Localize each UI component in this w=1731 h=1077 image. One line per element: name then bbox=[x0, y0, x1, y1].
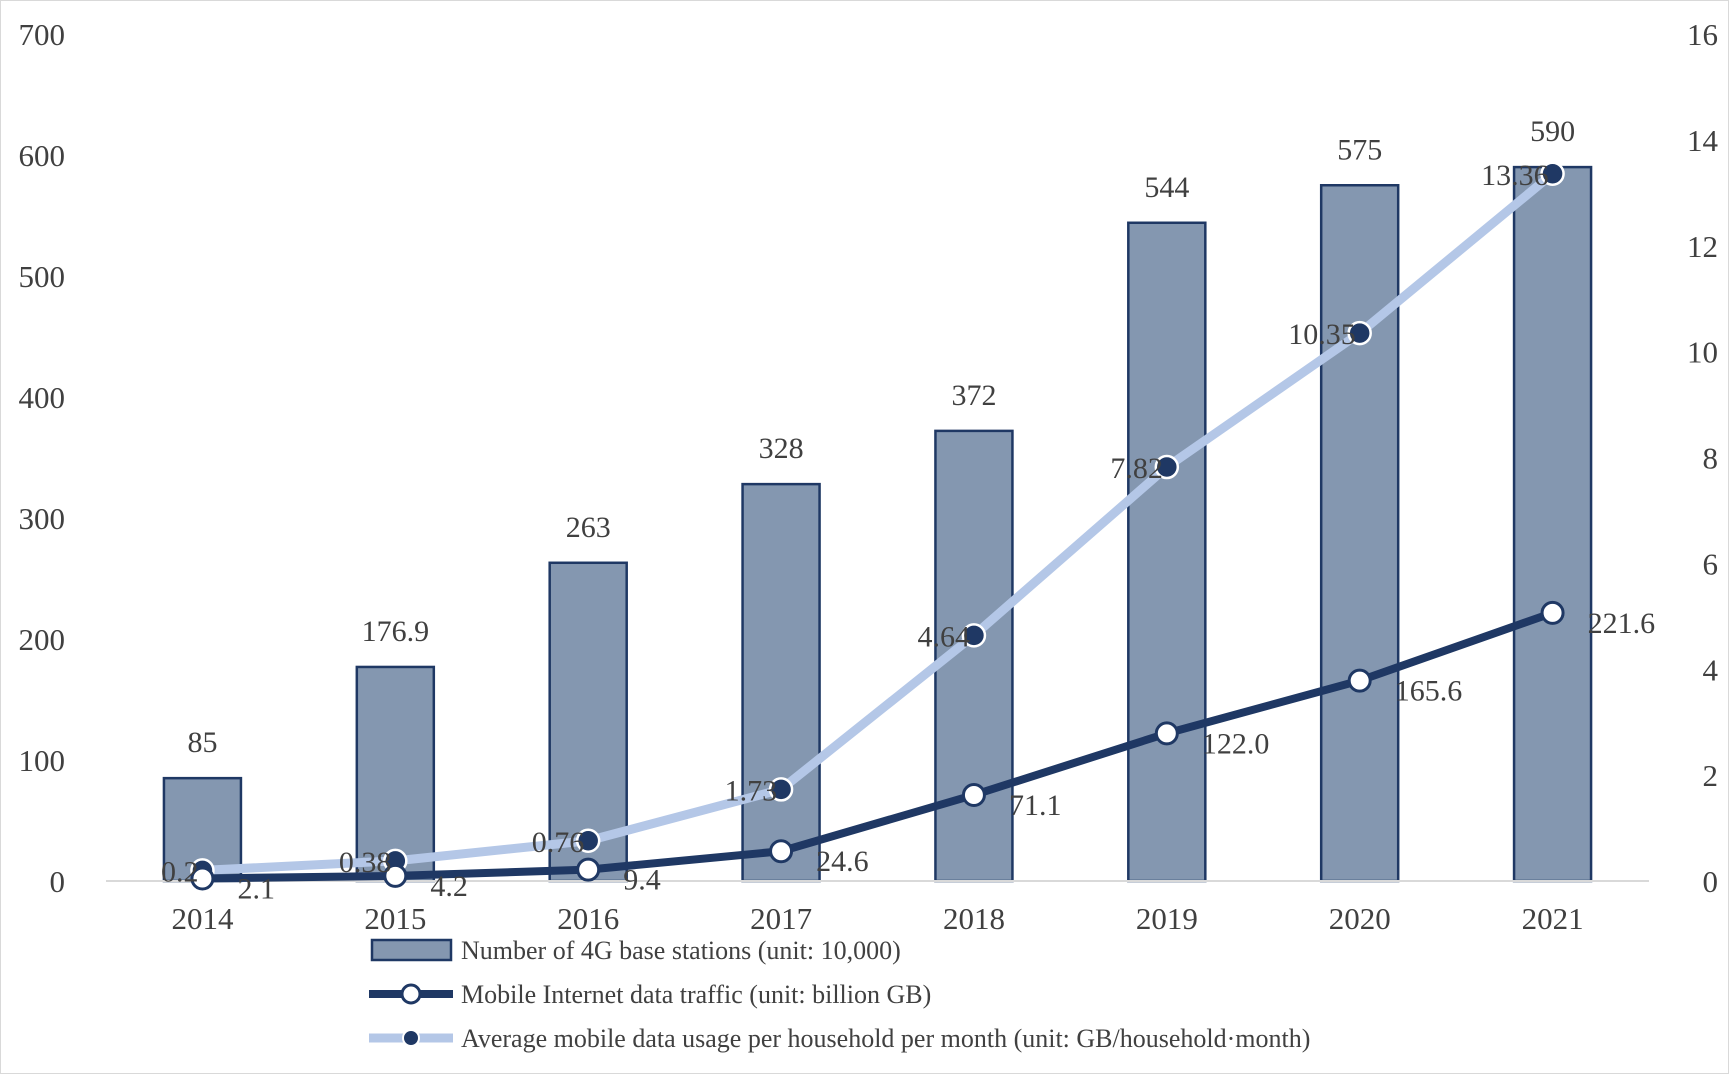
data-traffic-value-label: 71.1 bbox=[1009, 789, 1062, 822]
left-axis-tick-label: 300 bbox=[19, 501, 66, 536]
x-axis-tick-label: 2018 bbox=[943, 901, 1005, 936]
bar bbox=[548, 561, 628, 883]
x-axis-tick-label: 2021 bbox=[1522, 901, 1584, 936]
right-axis-tick-label: 0 bbox=[1703, 864, 1719, 899]
x-axis-tick-label: 2015 bbox=[364, 901, 426, 936]
household-usage-point bbox=[1540, 161, 1565, 187]
left-axis-tick-label: 500 bbox=[19, 259, 66, 294]
bar-value-label: 85 bbox=[187, 726, 217, 759]
legend: Number of 4G base stations (unit: 10,000… bbox=[369, 936, 1310, 1053]
data-traffic-point bbox=[1347, 668, 1372, 693]
line-series-household-usage bbox=[190, 161, 1565, 883]
bar-value-label: 544 bbox=[1144, 171, 1189, 204]
data-traffic-value-label: 221.6 bbox=[1588, 607, 1656, 640]
left-axis-tick-label: 700 bbox=[19, 17, 66, 52]
bar bbox=[1127, 221, 1207, 883]
household-usage-value-label: 0.76 bbox=[532, 826, 585, 859]
household-usage-value-label: 0.38 bbox=[339, 846, 392, 879]
household-usage-point bbox=[1347, 320, 1372, 346]
household-usage-point bbox=[1154, 454, 1180, 480]
x-axis-tick-label: 2017 bbox=[750, 901, 812, 936]
data-traffic-point bbox=[1154, 721, 1179, 746]
left-axis-tick-label: 600 bbox=[19, 138, 66, 173]
right-axis-tick-label: 4 bbox=[1703, 652, 1719, 687]
left-axis-tick-label: 400 bbox=[19, 380, 66, 415]
household-usage-line bbox=[197, 169, 1558, 875]
left-axis-tick-label: 100 bbox=[19, 743, 66, 778]
x-axis-tick-label: 2020 bbox=[1329, 901, 1391, 936]
household-usage-value-label: 0.2 bbox=[161, 855, 199, 888]
household-usage-value-label: 7.82 bbox=[1110, 452, 1163, 485]
bar bbox=[741, 482, 821, 883]
bar bbox=[1512, 165, 1593, 883]
data-traffic-point bbox=[961, 782, 986, 807]
household-usage-point bbox=[575, 828, 601, 854]
data-traffic-point bbox=[190, 866, 215, 891]
bar bbox=[355, 665, 436, 883]
data-traffic-value-label: 4.2 bbox=[430, 870, 468, 903]
data-traffic-point bbox=[383, 863, 408, 888]
household-usage-value-label: 10.35 bbox=[1288, 318, 1356, 351]
bar-value-label: 328 bbox=[759, 432, 804, 465]
right-axis-tick-label: 10 bbox=[1687, 335, 1718, 370]
bar-value-label: 372 bbox=[951, 379, 996, 412]
legend-label: Mobile Internet data traffic (unit: bill… bbox=[461, 980, 931, 1009]
right-axis: 0 2 4 6 8 10 12 14 16 bbox=[1687, 17, 1719, 899]
household-usage-value-label: 13.36 bbox=[1481, 159, 1549, 192]
bar bbox=[1319, 184, 1400, 883]
left-axis: 0 100 200 300 400 500 600 700 bbox=[19, 17, 66, 899]
bar-value-label: 575 bbox=[1337, 133, 1382, 166]
household-usage-point bbox=[768, 777, 794, 802]
data-traffic-value-label: 24.6 bbox=[816, 845, 869, 878]
left-axis-tick-label: 200 bbox=[19, 622, 66, 657]
legend-label: Number of 4G base stations (unit: 10,000… bbox=[461, 936, 901, 965]
right-axis-tick-label: 8 bbox=[1703, 441, 1719, 476]
right-axis-tick-label: 2 bbox=[1703, 758, 1719, 793]
household-usage-value-label: 1.73 bbox=[725, 774, 778, 807]
bar-value-label: 176.9 bbox=[362, 615, 430, 648]
legend-marker-data-traffic bbox=[400, 983, 422, 1005]
x-axis-tick-label: 2016 bbox=[557, 901, 619, 936]
data-traffic-value-label: 9.4 bbox=[623, 864, 661, 897]
legend-marker-household-usage bbox=[402, 1029, 420, 1047]
right-axis-tick-label: 12 bbox=[1687, 229, 1718, 264]
legend-label: Average mobile data usage per household … bbox=[461, 1024, 1310, 1053]
line-series-data-traffic bbox=[190, 600, 1565, 891]
household-usage-point bbox=[961, 623, 987, 648]
right-axis-tick-label: 16 bbox=[1687, 17, 1718, 52]
data-traffic-value-label: 165.6 bbox=[1395, 675, 1463, 708]
x-axis-tick-label: 2019 bbox=[1136, 901, 1198, 936]
x-axis-tick-label: 2014 bbox=[171, 901, 234, 936]
data-traffic-line bbox=[198, 608, 1557, 883]
household-usage-value-label: 4.64 bbox=[917, 620, 970, 653]
data-traffic-value-label: 122.0 bbox=[1202, 727, 1270, 760]
bar-value-label: 590 bbox=[1530, 115, 1575, 148]
legend-swatch-base-stations bbox=[370, 938, 453, 962]
data-traffic-point bbox=[769, 839, 794, 864]
right-axis-tick-label: 14 bbox=[1687, 123, 1719, 158]
right-axis-tick-label: 6 bbox=[1703, 546, 1719, 581]
data-labels: 85 176.9 263 328 372 544 575 590 2.1 4.2 9.4 24.6 71… bbox=[161, 115, 1655, 905]
bar-value-label: 263 bbox=[566, 511, 611, 544]
data-traffic-value-label: 2.1 bbox=[237, 872, 275, 905]
x-axis: 2014 2015 2016 2017 2018 2019 2020 2021 bbox=[171, 901, 1583, 936]
data-traffic-point bbox=[1540, 600, 1565, 625]
data-traffic-point bbox=[576, 857, 601, 882]
bar-series-base-stations bbox=[162, 165, 1593, 883]
left-axis-tick-label: 0 bbox=[50, 864, 66, 899]
